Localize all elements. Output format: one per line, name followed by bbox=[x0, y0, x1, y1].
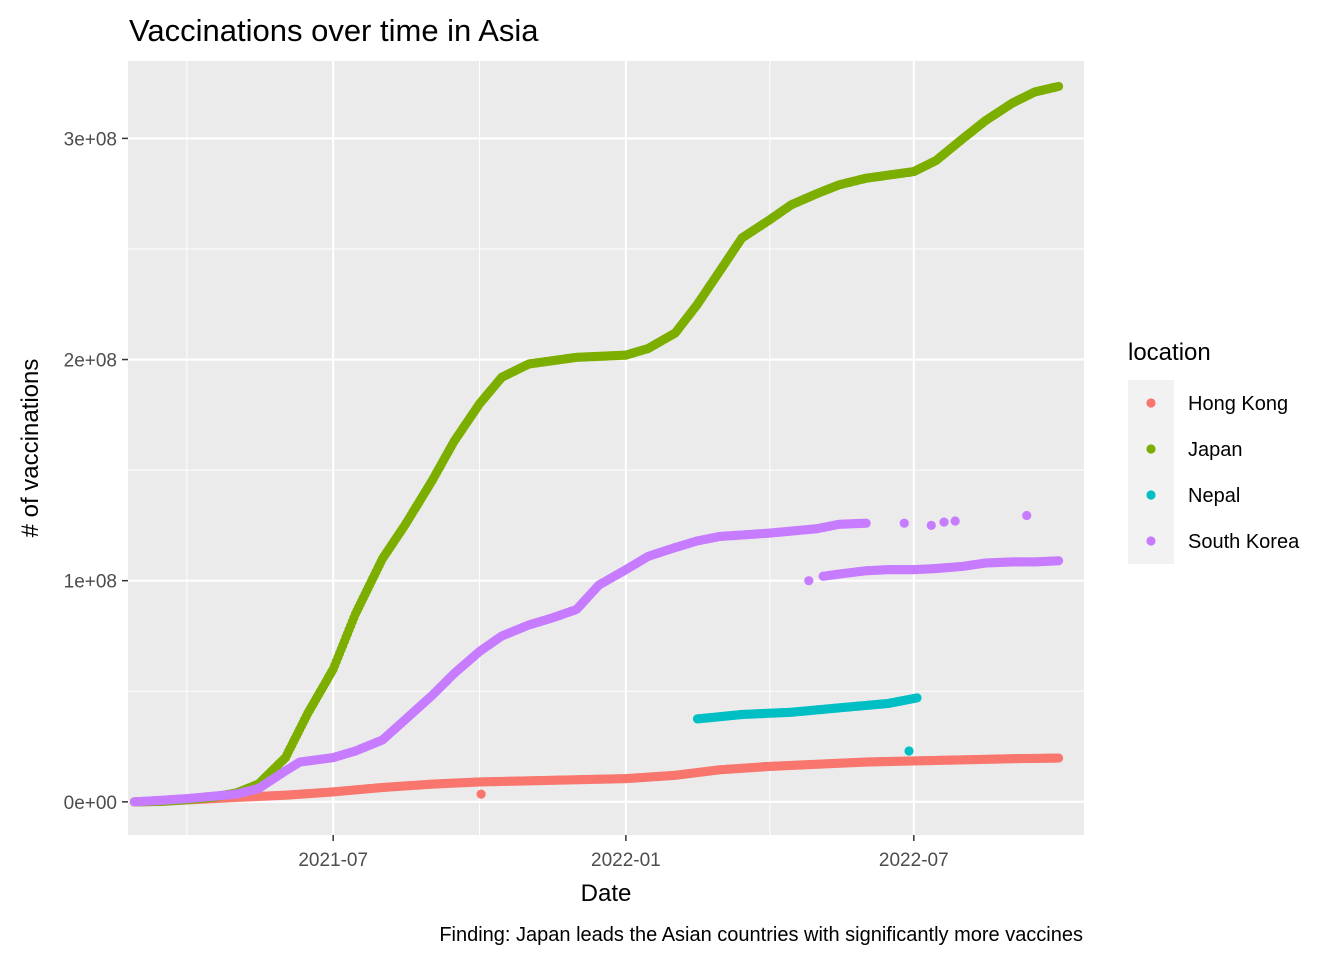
legend-item: South Korea bbox=[1128, 518, 1300, 564]
chart-caption: Finding: Japan leads the Asian countries… bbox=[439, 924, 1083, 946]
legend-label: South Korea bbox=[1188, 531, 1300, 553]
data-point-outlier bbox=[950, 516, 960, 526]
x-tick-label: 2021-07 bbox=[298, 850, 368, 871]
legend-label: Hong Kong bbox=[1188, 393, 1288, 415]
series-nepal bbox=[692, 693, 922, 756]
data-points bbox=[129, 81, 1064, 807]
series-south-korea bbox=[129, 510, 1064, 807]
data-point-outlier bbox=[899, 518, 909, 528]
data-point bbox=[861, 518, 871, 528]
y-tick-label: 3e+08 bbox=[64, 129, 117, 150]
chart-title: Vaccinations over time in Asia bbox=[129, 13, 539, 48]
data-point-outlier bbox=[904, 746, 914, 756]
data-point bbox=[1053, 81, 1064, 92]
legend-label: Nepal bbox=[1188, 485, 1240, 507]
legend-item: Hong Kong bbox=[1128, 380, 1288, 426]
minor-gridlines bbox=[128, 61, 1084, 835]
y-tick-label: 0e+00 bbox=[64, 793, 117, 814]
x-axis-title: Date bbox=[581, 880, 632, 907]
data-point-outlier bbox=[939, 517, 949, 527]
legend-label: Japan bbox=[1188, 439, 1243, 461]
axes: 0e+00 1e+08 2e+08 3e+08 2021-07 2022-01 2022-0… bbox=[64, 129, 949, 871]
x-tick-label: 2022-01 bbox=[591, 850, 661, 871]
legend-item: Nepal bbox=[1128, 472, 1240, 518]
data-point bbox=[1053, 556, 1064, 566]
data-point-outlier bbox=[476, 789, 486, 799]
data-point-outlier bbox=[926, 520, 936, 531]
data-point-outlier bbox=[1022, 510, 1032, 521]
legend: Hong Kong Japan Nepal South Korea bbox=[1128, 380, 1300, 564]
data-point bbox=[912, 693, 922, 703]
legend-key bbox=[1146, 490, 1156, 500]
y-tick-label: 2e+08 bbox=[64, 351, 117, 372]
data-point-outlier bbox=[804, 576, 814, 586]
y-tick-label: 1e+08 bbox=[64, 572, 117, 593]
legend-title: location bbox=[1128, 339, 1211, 366]
legend-item: Japan bbox=[1128, 426, 1243, 472]
plot-panel bbox=[128, 61, 1084, 835]
x-tick-label: 2022-07 bbox=[879, 850, 949, 871]
y-axis-title: # of vaccinations bbox=[17, 359, 44, 538]
data-point bbox=[1053, 753, 1064, 763]
legend-key bbox=[1146, 398, 1156, 408]
legend-key bbox=[1146, 536, 1156, 546]
legend-key bbox=[1146, 444, 1156, 454]
